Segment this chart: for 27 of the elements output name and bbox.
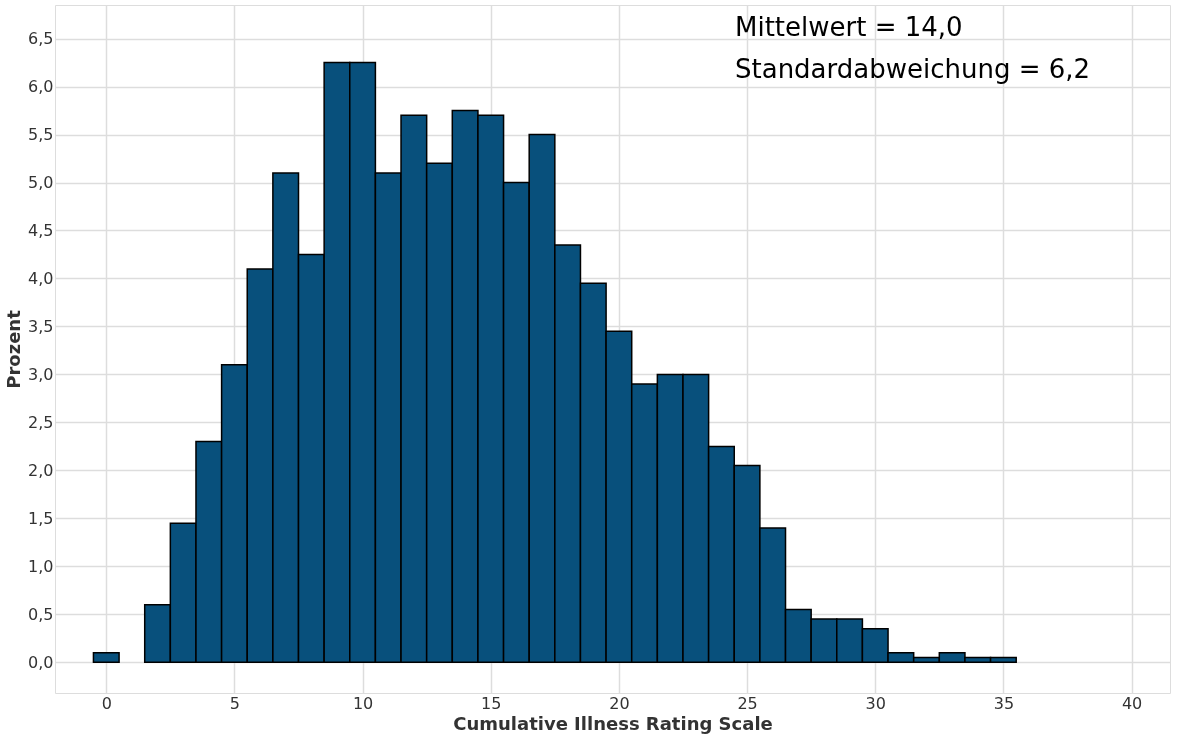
y-tick-label: 5,0 <box>28 173 54 193</box>
y-tick-label: 2,0 <box>28 460 54 480</box>
y-tick-label: 4,5 <box>28 221 54 240</box>
x-tick-label: 40 <box>1121 693 1143 713</box>
x-axis-title: Cumulative Illness Rating Scale <box>453 712 773 734</box>
y-tick-label: 5,5 <box>28 125 54 145</box>
x-tick-label: 25 <box>737 693 758 713</box>
y-tick-label: 0,0 <box>28 652 54 672</box>
y-axis-title: Prozent <box>3 309 25 389</box>
x-tick-label: 5 <box>229 693 241 713</box>
y-tick-label: 1,0 <box>28 556 54 576</box>
x-tick-label: 20 <box>609 693 630 713</box>
y-tick-label: 6,5 <box>28 29 54 49</box>
y-tick-label: 2,5 <box>28 412 54 432</box>
x-tick-label: 30 <box>865 693 886 713</box>
annotation: Standardabweichung = 6,2 <box>735 54 1091 84</box>
x-tick-label: 35 <box>993 693 1015 713</box>
x-tick-label: 0 <box>101 693 112 713</box>
y-tick-label: 3,5 <box>28 316 54 336</box>
annotation: Mittelwert = 14,0 <box>735 12 963 42</box>
y-tick-label: 0,5 <box>28 604 54 624</box>
y-tick-label: 4,0 <box>28 268 54 288</box>
y-tick-label: 6,0 <box>28 77 54 97</box>
x-tick-label: 10 <box>352 693 374 713</box>
x-tick-label: 15 <box>481 693 502 713</box>
y-tick-label: 3,0 <box>28 364 54 384</box>
y-tick-label: 1,5 <box>28 508 54 528</box>
